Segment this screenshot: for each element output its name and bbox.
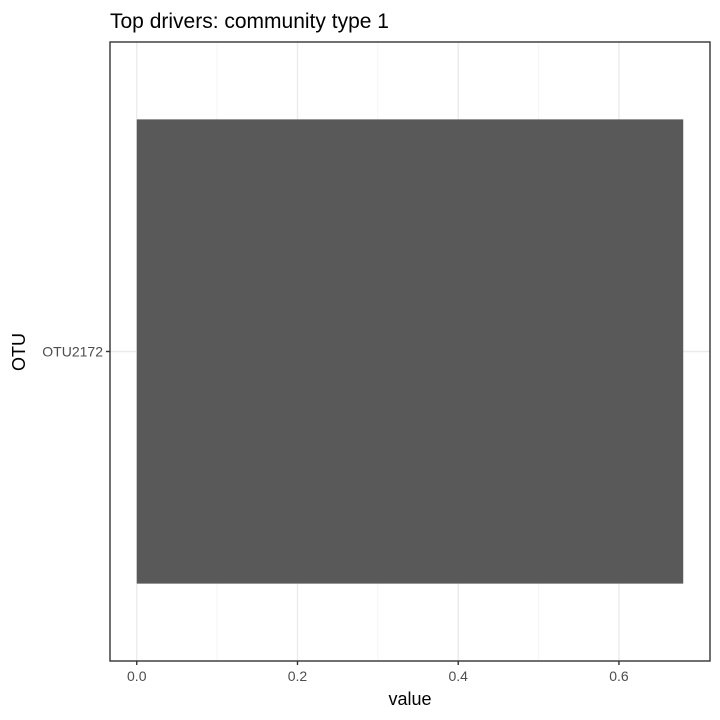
bars (136, 119, 684, 584)
chart-title: Top drivers: community type 1 (110, 10, 389, 33)
x-tick-label: 0.4 (448, 668, 468, 684)
x-axis-title: value (388, 689, 431, 709)
x-axis: 0.0 0.2 0.4 0.6 (127, 661, 629, 684)
x-tick-label: 0.2 (288, 668, 308, 684)
y-axis-title: OTU (9, 333, 29, 371)
x-tick-label: 0.0 (127, 668, 147, 684)
bar (136, 119, 684, 584)
y-axis: OTU2172 (42, 344, 110, 360)
x-tick-label: 0.6 (609, 668, 629, 684)
y-tick-label: OTU2172 (42, 344, 103, 360)
